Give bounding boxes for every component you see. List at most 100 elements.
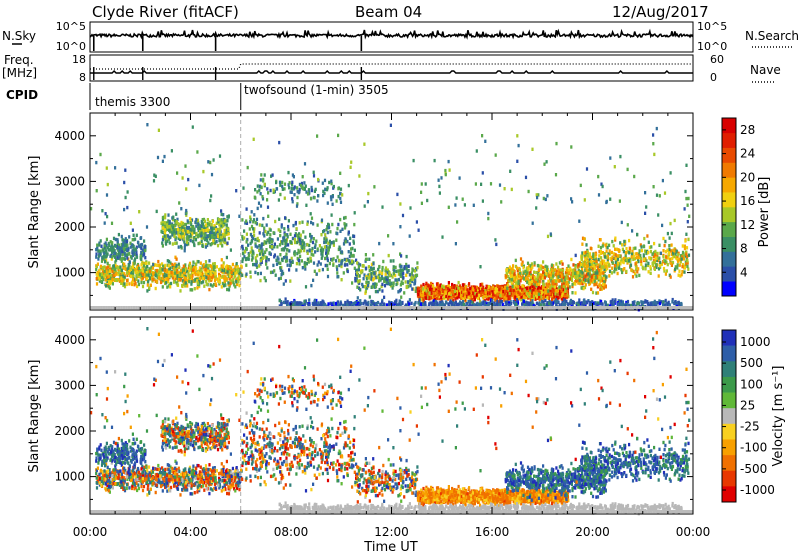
power-cell: [280, 257, 284, 261]
power-cell: [663, 269, 666, 273]
power-cell: [211, 266, 214, 270]
power-cell: [208, 234, 211, 238]
power-cell: [120, 276, 123, 280]
power-cell: [168, 270, 171, 274]
power-cell: [553, 292, 556, 297]
power-cell: [213, 262, 216, 266]
power-cell: [645, 251, 648, 256]
power-cell: [356, 285, 359, 289]
power-cell: [163, 234, 166, 238]
power-cell: [511, 270, 514, 274]
power-cell: [612, 252, 615, 256]
power-cell: [225, 223, 228, 227]
power-cell: [297, 250, 300, 254]
power-cell: [383, 277, 386, 281]
power-cell: [95, 267, 98, 272]
power-cell: [496, 292, 499, 296]
power-cell: [535, 277, 538, 281]
power-cell: [205, 275, 208, 280]
power-cell: [277, 198, 280, 202]
power-cell: [106, 279, 109, 283]
power-cell: [308, 243, 311, 248]
power-cell: [657, 267, 661, 271]
power-cell: [166, 221, 169, 225]
power-cell: [208, 264, 211, 268]
power-cell: [144, 274, 147, 279]
power-cell: [625, 269, 628, 274]
power-cell: [194, 277, 197, 282]
power-cell: [199, 276, 202, 280]
power-cell: [179, 278, 182, 282]
power-cell: [212, 267, 215, 272]
power-cell: [107, 285, 110, 289]
power-cell: [397, 277, 400, 282]
power-cell: [203, 237, 206, 242]
power-cell: [175, 241, 178, 245]
power-cell: [491, 296, 494, 300]
power-cell: [218, 275, 221, 279]
power-cell: [283, 227, 286, 231]
power-cell: [210, 242, 213, 246]
power-cell: [609, 269, 612, 274]
power-cell: [427, 284, 430, 288]
power-cell: [289, 232, 292, 236]
power-cell: [442, 285, 445, 290]
power-cell: [530, 283, 533, 287]
power-cell: [223, 284, 226, 288]
power-cell: [217, 218, 220, 222]
power-cell: [104, 246, 107, 250]
power-cell: [265, 248, 268, 252]
power-cell: [182, 264, 185, 268]
power-cell: [106, 246, 109, 250]
power-cell: [332, 184, 335, 189]
power-cell: [203, 227, 206, 231]
power-cell: [181, 279, 184, 283]
power-cell: [166, 227, 169, 232]
power-cell: [512, 264, 515, 268]
power-cell: [141, 248, 144, 252]
power-cell: [104, 241, 107, 245]
power-cell: [251, 235, 254, 239]
power-cell: [436, 293, 440, 298]
power-cell: [311, 240, 315, 245]
power-cell: [600, 266, 603, 270]
power-cell: [95, 264, 98, 269]
power-cell: [296, 186, 299, 190]
power-cell: [135, 233, 138, 237]
power-cell: [126, 256, 129, 260]
power-cell: [162, 226, 165, 230]
power-cell: [454, 291, 457, 296]
power-cell: [347, 259, 350, 263]
power-cell: [114, 267, 117, 271]
power-cell: [111, 255, 114, 259]
power-cell: [264, 250, 267, 254]
power-cell: [212, 265, 215, 269]
power-cell: [367, 280, 370, 285]
power-cell: [268, 240, 271, 244]
power-cell: [282, 271, 285, 276]
power-cell: [373, 271, 376, 276]
power-cell: [304, 285, 308, 289]
power-cell: [218, 268, 221, 272]
power-cell: [200, 224, 203, 228]
power-cell: [263, 234, 266, 238]
power-cell: [589, 265, 592, 270]
power-cell: [452, 298, 455, 302]
power-cell: [364, 253, 367, 257]
power-cell: [215, 277, 218, 281]
power-cell: [616, 257, 619, 262]
power-cell: [203, 232, 206, 236]
power-cell: [472, 285, 475, 289]
power-cell: [134, 270, 137, 274]
power-cell: [187, 272, 190, 276]
power-cell: [236, 282, 239, 287]
power-cell: [98, 243, 101, 247]
freq-unit-label: [MHz]: [2, 66, 37, 80]
power-cell: [674, 248, 677, 252]
power-cell: [460, 286, 463, 290]
power-cell: [298, 182, 301, 187]
power-cell: [205, 282, 208, 286]
power-cell: [365, 276, 369, 281]
power-cell: [481, 290, 484, 294]
power-cell: [275, 262, 279, 266]
